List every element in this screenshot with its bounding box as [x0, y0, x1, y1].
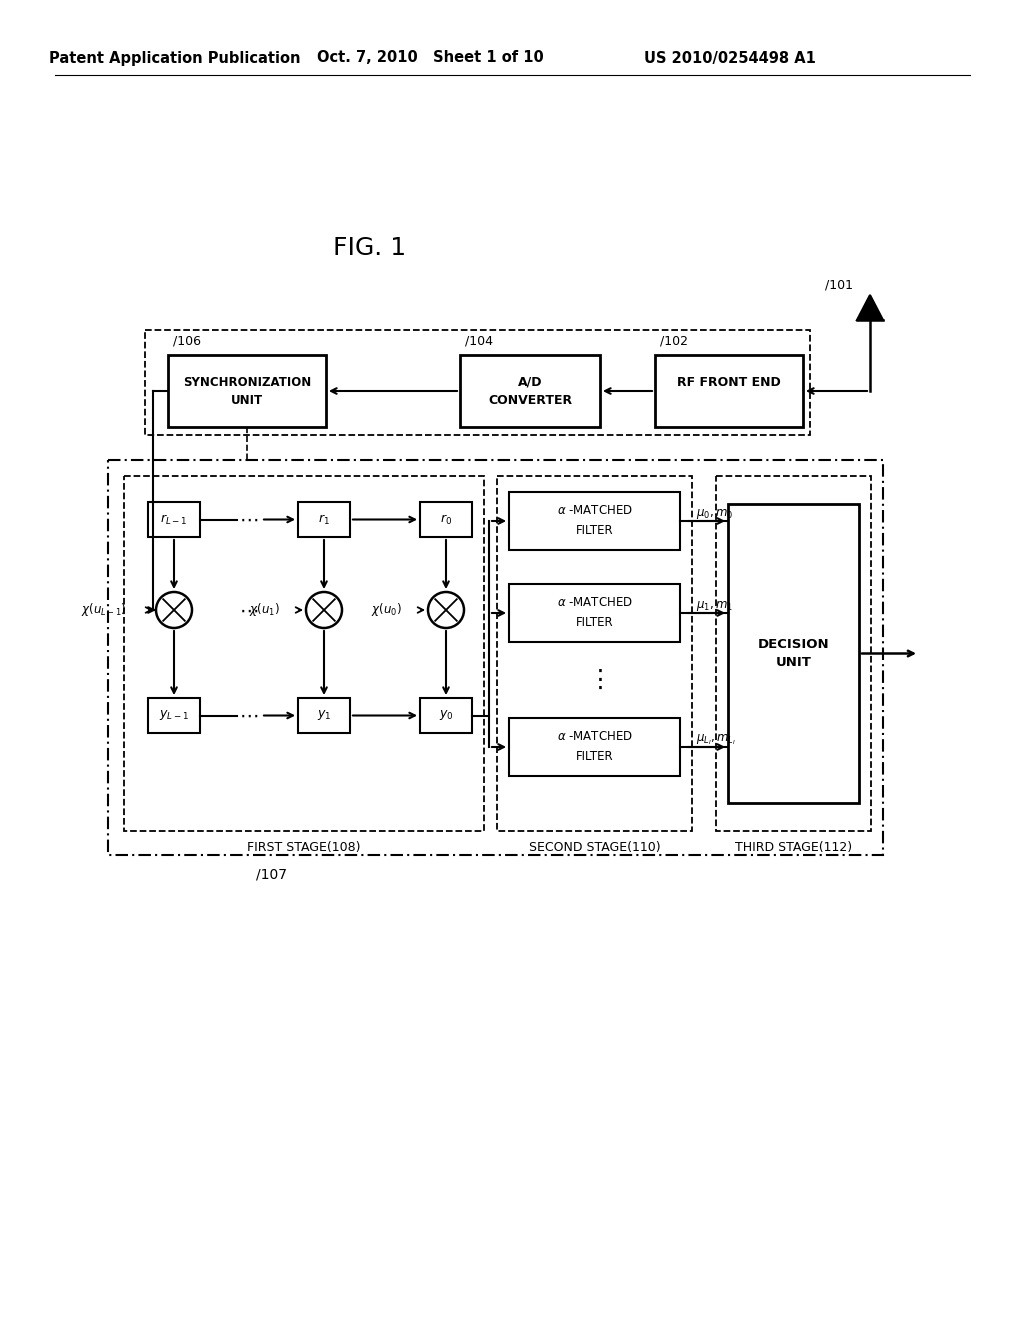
Bar: [497, 477, 692, 832]
Text: $\mu_{L_I}, m_{L_I}$: $\mu_{L_I}, m_{L_I}$: [696, 733, 736, 747]
Text: $\mu_0, m_0$: $\mu_0, m_0$: [696, 507, 733, 521]
Text: $\alpha$ -MATCHED: $\alpha$ -MATCHED: [556, 730, 633, 743]
Bar: [509, 492, 680, 550]
Bar: [145, 330, 810, 436]
Text: SECOND STAGE(110): SECOND STAGE(110): [528, 841, 660, 854]
Text: $y_{L-1}$: $y_{L-1}$: [159, 709, 189, 722]
Text: FILTER: FILTER: [575, 751, 613, 763]
Text: /107: /107: [256, 869, 287, 882]
Text: $\chi(u_0)$: $\chi(u_0)$: [371, 602, 401, 619]
Text: $y_0$: $y_0$: [438, 709, 454, 722]
Text: UNIT: UNIT: [775, 656, 811, 669]
Bar: [298, 698, 350, 733]
Text: FIRST STAGE(108): FIRST STAGE(108): [247, 841, 360, 854]
Polygon shape: [857, 294, 883, 319]
Text: $\cdots$: $\cdots$: [240, 510, 259, 529]
Text: $\alpha$ -MATCHED: $\alpha$ -MATCHED: [556, 597, 633, 610]
Text: A/D: A/D: [518, 375, 543, 388]
Bar: [509, 718, 680, 776]
Text: $y_1$: $y_1$: [316, 709, 331, 722]
Text: /106: /106: [173, 334, 201, 347]
Bar: [728, 504, 859, 803]
Text: RF FRONT END: RF FRONT END: [677, 375, 781, 388]
Bar: [420, 698, 472, 733]
Text: $\alpha$ -MATCHED: $\alpha$ -MATCHED: [556, 504, 633, 517]
Bar: [298, 502, 350, 537]
Text: FILTER: FILTER: [575, 616, 613, 630]
Text: $\cdots$: $\cdots$: [240, 706, 259, 725]
Text: FILTER: FILTER: [575, 524, 613, 537]
Text: Patent Application Publication: Patent Application Publication: [49, 50, 301, 66]
Bar: [148, 698, 200, 733]
Text: THIRD STAGE(112): THIRD STAGE(112): [735, 841, 852, 854]
Text: CONVERTER: CONVERTER: [488, 393, 572, 407]
Bar: [420, 502, 472, 537]
Bar: [168, 355, 326, 426]
Text: $\chi(u_{L-1})$: $\chi(u_{L-1})$: [81, 602, 127, 619]
Text: UNIT: UNIT: [231, 393, 263, 407]
Text: $r_0$: $r_0$: [440, 512, 452, 527]
Bar: [509, 583, 680, 642]
Bar: [108, 459, 883, 855]
Text: /101: /101: [825, 279, 853, 292]
Text: $\mu_1, m_1$: $\mu_1, m_1$: [696, 599, 733, 612]
Text: Oct. 7, 2010   Sheet 1 of 10: Oct. 7, 2010 Sheet 1 of 10: [316, 50, 544, 66]
Bar: [148, 502, 200, 537]
Text: US 2010/0254498 A1: US 2010/0254498 A1: [644, 50, 816, 66]
Text: FIG. 1: FIG. 1: [334, 236, 407, 260]
Text: $r_1$: $r_1$: [318, 512, 330, 527]
Text: DECISION: DECISION: [758, 638, 829, 651]
Text: $\vdots$: $\vdots$: [587, 668, 602, 692]
Bar: [460, 355, 600, 426]
Text: $\cdots$: $\cdots$: [240, 601, 259, 619]
Bar: [716, 477, 871, 832]
Text: $\chi(u_1)$: $\chi(u_1)$: [249, 602, 280, 619]
Text: /102: /102: [660, 334, 688, 347]
Text: $r_{L-1}$: $r_{L-1}$: [160, 512, 187, 527]
Bar: [655, 355, 803, 426]
Text: /104: /104: [465, 334, 493, 347]
Bar: [124, 477, 484, 832]
Text: SYNCHRONIZATION: SYNCHRONIZATION: [183, 375, 311, 388]
